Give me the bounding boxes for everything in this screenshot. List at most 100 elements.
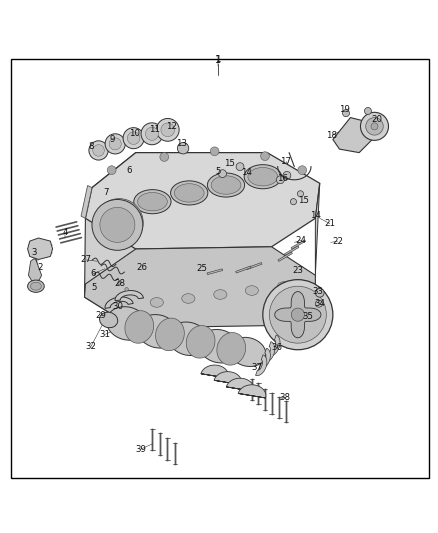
Text: 36: 36 (272, 343, 283, 352)
Text: 4: 4 (62, 228, 67, 237)
Polygon shape (115, 290, 143, 301)
Text: 25: 25 (196, 264, 207, 273)
Circle shape (161, 123, 175, 136)
Polygon shape (315, 183, 320, 275)
Text: 14: 14 (310, 211, 321, 220)
Polygon shape (85, 152, 136, 328)
Ellipse shape (28, 280, 44, 292)
Text: 29: 29 (95, 311, 106, 320)
Text: 26: 26 (136, 263, 148, 272)
Text: 20: 20 (371, 115, 382, 124)
Circle shape (95, 199, 143, 247)
Circle shape (92, 199, 143, 251)
Circle shape (125, 287, 128, 291)
Circle shape (315, 300, 322, 307)
Circle shape (93, 144, 104, 156)
Circle shape (263, 280, 333, 350)
Ellipse shape (106, 306, 148, 340)
Text: 16: 16 (277, 174, 289, 183)
Text: 3: 3 (31, 247, 36, 256)
Text: 38: 38 (279, 392, 290, 401)
Text: 15: 15 (223, 159, 235, 168)
Ellipse shape (155, 318, 184, 351)
Polygon shape (247, 262, 262, 270)
Polygon shape (201, 365, 229, 378)
Polygon shape (333, 118, 372, 152)
Circle shape (298, 166, 307, 174)
Circle shape (297, 191, 304, 197)
Ellipse shape (138, 192, 167, 211)
Circle shape (219, 169, 226, 177)
Polygon shape (226, 378, 254, 391)
Polygon shape (291, 240, 306, 249)
Circle shape (371, 123, 378, 130)
Ellipse shape (245, 286, 258, 295)
Polygon shape (28, 259, 42, 282)
Polygon shape (255, 355, 267, 376)
Circle shape (89, 141, 108, 160)
Ellipse shape (168, 322, 209, 356)
Text: 1: 1 (215, 55, 220, 64)
Polygon shape (236, 266, 251, 273)
Polygon shape (214, 372, 242, 385)
Text: 22: 22 (332, 237, 343, 246)
Circle shape (364, 108, 371, 115)
Ellipse shape (134, 190, 171, 214)
Text: 6: 6 (90, 270, 95, 278)
Circle shape (290, 199, 297, 205)
Polygon shape (207, 269, 223, 274)
Polygon shape (28, 238, 53, 260)
Circle shape (160, 152, 169, 161)
Text: 30: 30 (113, 302, 124, 311)
Ellipse shape (248, 167, 278, 186)
Text: 7: 7 (104, 188, 109, 197)
Polygon shape (284, 246, 299, 255)
Text: 21: 21 (324, 219, 336, 228)
Circle shape (366, 118, 383, 135)
Circle shape (291, 308, 304, 321)
Ellipse shape (214, 289, 227, 300)
Polygon shape (268, 335, 280, 356)
Polygon shape (278, 252, 293, 262)
Circle shape (177, 142, 189, 154)
Ellipse shape (198, 329, 240, 363)
Ellipse shape (182, 294, 195, 303)
Circle shape (276, 176, 284, 184)
Polygon shape (81, 185, 92, 219)
Polygon shape (263, 342, 275, 362)
Text: 35: 35 (302, 312, 314, 321)
Ellipse shape (174, 184, 204, 202)
Ellipse shape (277, 282, 290, 292)
Circle shape (127, 132, 140, 144)
Polygon shape (85, 247, 315, 328)
Circle shape (123, 128, 144, 149)
Circle shape (343, 110, 350, 117)
Text: 32: 32 (85, 342, 97, 351)
Text: 24: 24 (296, 236, 307, 245)
Ellipse shape (137, 314, 178, 348)
Circle shape (145, 127, 159, 140)
Circle shape (117, 281, 121, 285)
Text: 27: 27 (81, 255, 92, 264)
Text: 13: 13 (176, 139, 187, 148)
Ellipse shape (211, 176, 241, 194)
Text: 5: 5 (215, 167, 220, 176)
Text: 12: 12 (166, 122, 177, 131)
Text: 6: 6 (127, 166, 132, 175)
Circle shape (261, 152, 269, 160)
Ellipse shape (229, 337, 266, 367)
Circle shape (102, 205, 137, 240)
Circle shape (315, 288, 324, 297)
Ellipse shape (99, 312, 118, 328)
Circle shape (360, 112, 389, 140)
Circle shape (156, 118, 179, 141)
Ellipse shape (217, 333, 246, 365)
Ellipse shape (186, 326, 215, 358)
Text: 2: 2 (38, 263, 43, 272)
Circle shape (105, 134, 125, 154)
Polygon shape (238, 385, 266, 398)
Circle shape (283, 172, 291, 179)
Text: 15: 15 (298, 196, 309, 205)
Text: 1: 1 (215, 55, 221, 65)
Circle shape (107, 166, 116, 174)
